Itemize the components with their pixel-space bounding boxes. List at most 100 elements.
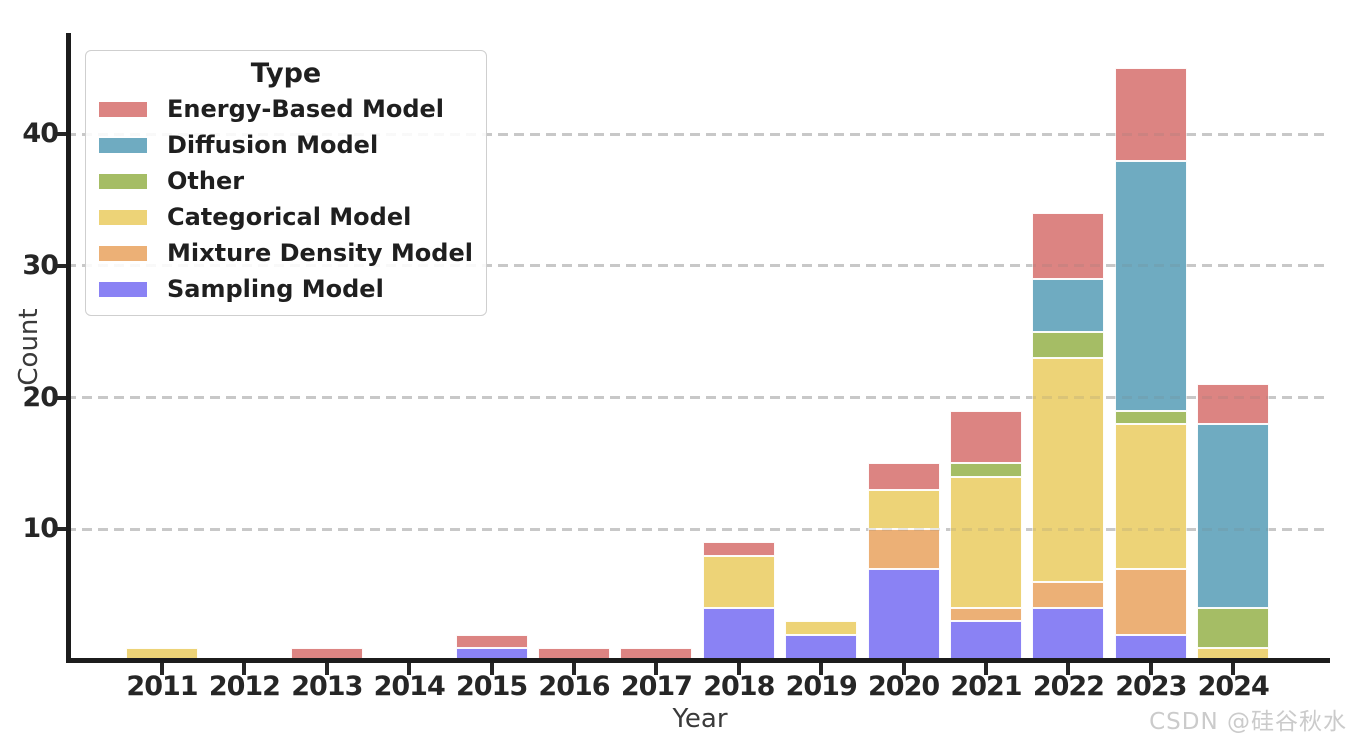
bar-segment-2019-categorical-model [785,621,858,635]
x-tick-2011 [160,663,164,675]
gridline-40 [66,132,1330,136]
legend-label: Other [167,167,245,195]
legend-label: Sampling Model [167,275,384,303]
x-tick-2018 [736,663,741,675]
x-tick-2015 [489,663,494,675]
x-tick-label-2020: 2020 [868,671,940,702]
legend-item-mixture-density-model: Mixture Density Model [86,235,486,271]
bar-segment-2023-diffusion-model [1114,160,1187,411]
x-tick-2014 [407,663,412,675]
x-tick-2024 [1231,663,1236,675]
bar-segment-2022-categorical-model [1032,358,1105,582]
x-tick-2021 [984,663,988,675]
legend-swatch-icon [99,245,147,261]
x-tick-2019 [819,663,824,675]
x-tick-2023 [1148,663,1153,675]
gridline-overlay-10 [66,527,1330,531]
bar-segment-2022-sampling-model [1032,608,1105,661]
legend-swatch-icon [99,137,147,153]
x-tick-2022 [1066,663,1071,675]
legend: Type Energy-Based Model Diffusion Model Ot… [85,50,487,316]
x-tick-label-2024: 2024 [1197,671,1270,702]
bar-segment-2022-diffusion-model [1032,279,1105,332]
gridline-overlay-40 [66,132,1330,136]
legend-item-diffusion-model: Diffusion Model [86,127,486,163]
x-axis-label: Year [672,704,728,734]
x-tick-label-2011: 2011 [126,671,198,702]
y-tick-label-30: 30 [22,249,59,281]
gridline-10 [66,527,1330,531]
legend-item-categorical-model: Categorical Model [86,199,486,235]
bar-segment-2022-other [1032,331,1105,359]
bar-segment-2021-other [950,463,1022,477]
bar-segment-2023-other [1114,410,1187,424]
x-tick-label-2017: 2017 [620,671,693,702]
x-tick-label-2015: 2015 [456,671,528,702]
legend-swatch-icon [99,281,147,297]
legend-rows: Energy-Based Model Diffusion Model Other Ca… [86,91,486,307]
y-tick-30 [54,263,66,268]
legend-swatch-icon [99,209,147,225]
bar-segment-2024-diffusion-model [1197,423,1270,609]
legend-item-energy-based-model: Energy-Based Model [86,91,486,127]
y-tick-20 [54,395,66,400]
y-tick-40 [54,132,66,137]
y-tick-10 [54,527,66,532]
legend-label: Diffusion Model [167,131,379,159]
bar-segment-2024-energy-based-model [1197,384,1270,424]
x-tick-label-2014: 2014 [373,671,446,702]
y-axis-label: Count [14,308,44,386]
legend-swatch-icon [99,173,147,189]
legend-label: Energy-Based Model [167,95,445,123]
legend-item-other: Other [86,163,486,199]
bar-segment-2015-energy-based-model [455,634,528,648]
bar-segment-2020-sampling-model [867,568,940,661]
x-tick-label-2018: 2018 [703,671,775,702]
bar-segment-2022-mixture-density-model [1032,581,1105,609]
bar-segment-2020-categorical-model [867,489,940,530]
x-tick-2020 [901,663,906,675]
x-tick-label-2021: 2021 [950,671,1022,702]
x-tick-label-2013: 2013 [291,671,363,702]
bar-segment-2018-categorical-model [702,555,775,609]
gridline-30 [66,264,1330,268]
bar-segment-2023-categorical-model [1114,423,1187,569]
x-tick-label-2016: 2016 [538,671,610,702]
bar-segment-2023-mixture-density-model [1114,568,1187,635]
y-tick-label-40: 40 [22,118,59,150]
legend-item-sampling-model: Sampling Model [86,271,486,307]
bar-segment-2022-energy-based-model [1032,213,1105,280]
gridline-overlay-20 [66,396,1330,400]
x-axis-line [66,658,1330,663]
bar-segment-2024-other [1197,608,1270,648]
bar-segment-2018-sampling-model [702,608,775,661]
y-tick-label-10: 10 [22,513,59,545]
legend-label: Categorical Model [167,203,412,231]
x-tick-2013 [324,663,329,675]
bar-segment-2021-sampling-model [950,621,1022,661]
legend-swatch-icon [99,101,147,117]
x-tick-label-2023: 2023 [1115,671,1187,702]
bar-segment-2020-energy-based-model [867,463,940,490]
x-tick-label-2022: 2022 [1032,671,1105,702]
x-tick-label-2019: 2019 [785,671,858,702]
x-tick-label-2012: 2012 [208,671,281,702]
legend-label: Mixture Density Model [167,239,473,267]
x-tick-2012 [242,663,247,675]
gridline-20 [66,396,1330,400]
bar-segment-2021-categorical-model [950,476,1022,609]
bar-segment-2021-energy-based-model [950,410,1022,464]
gridline-overlay-30 [66,264,1330,268]
y-axis-line [66,33,71,663]
y-tick-label-20: 20 [22,381,59,413]
legend-title: Type [250,58,322,89]
watermark: CSDN @硅谷秋水 [1149,709,1347,735]
bar-segment-2018-energy-based-model [702,542,775,556]
bar-segment-2020-mixture-density-model [867,529,940,569]
x-tick-2016 [572,663,576,675]
bar-segment-2021-mixture-density-model [950,608,1022,622]
bar-segment-2023-energy-based-model [1114,68,1187,161]
x-tick-2017 [654,663,659,675]
